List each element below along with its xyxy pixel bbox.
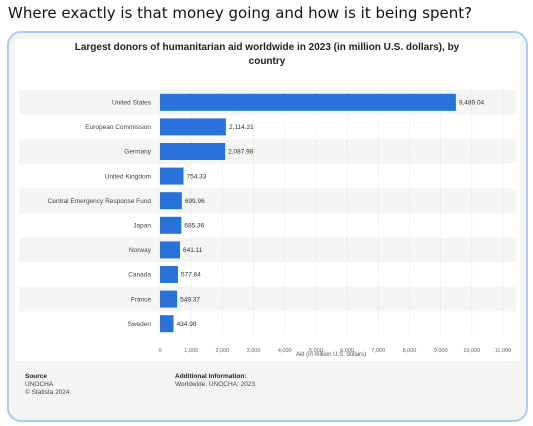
x-tick-label: 10,000 (463, 348, 480, 354)
category-label: Sweden (128, 321, 152, 328)
x-tick-label: 8,000 (403, 348, 417, 354)
bar (160, 266, 179, 283)
post-text: Where exactly is that money going and ho… (8, 4, 473, 22)
value-label: 577.84 (181, 272, 201, 279)
bar (160, 216, 182, 234)
value-label: 2,114.21 (229, 124, 254, 131)
source-block: Source UNOCHA © Statista 2024 (25, 373, 70, 397)
copyright-line: © Statista 2024 (25, 389, 70, 396)
bars-group (160, 93, 456, 333)
row-band (19, 188, 516, 213)
x-tick-label: 11,000 (495, 348, 511, 354)
value-label: 549.37 (180, 296, 200, 303)
additional-info-block: Additional Information: Worldwide; UNOCH… (175, 373, 255, 389)
category-label: Norway (129, 247, 152, 254)
chart-title-line-2: country (249, 56, 286, 67)
chart-title-line-1: Largest donors of humanitarian aid world… (75, 42, 460, 53)
bar (160, 118, 226, 136)
source-heading: Source (25, 373, 48, 380)
value-label: 685.36 (184, 223, 204, 230)
category-label: France (131, 296, 152, 303)
x-tick-label: 3,000 (247, 348, 261, 354)
value-label: 2,087.98 (228, 149, 254, 156)
bar (160, 290, 178, 308)
grid-lines (159, 90, 504, 336)
category-label: European Commission (85, 124, 151, 131)
bar-chart: Largest donors of humanitarian aid world… (15, 39, 520, 361)
value-label: 699.96 (185, 198, 205, 205)
value-label: 9,489.04 (459, 100, 485, 107)
x-tick-label: 6,000 (340, 348, 354, 354)
category-label: Germany (124, 149, 151, 156)
row-band (19, 139, 516, 164)
bar (160, 192, 182, 210)
category-label: Canada (128, 272, 151, 279)
source-line: UNOCHA (25, 381, 54, 388)
x-tick-label: 7,000 (371, 348, 385, 354)
x-tick-label: 4,000 (278, 348, 292, 354)
x-tick-label: 5,000 (309, 348, 323, 354)
x-tick-label: 2,000 (215, 348, 229, 354)
x-tick-label: 1,000 (184, 348, 198, 354)
bar (160, 315, 174, 333)
category-label: United Kingdom (105, 173, 151, 180)
row-band (19, 237, 516, 263)
chart-card[interactable]: Largest donors of humanitarian aid world… (7, 31, 528, 422)
bar (160, 93, 456, 111)
x-tick-label: 9,000 (434, 348, 448, 354)
category-label: Japan (133, 223, 151, 230)
value-label: 641.11 (183, 247, 203, 254)
value-label: 754.33 (187, 173, 207, 180)
bar (160, 167, 184, 185)
x-tick-label: 0 (158, 348, 161, 354)
category-labels: United States European Commission Germany U… (48, 100, 152, 328)
additional-info-heading: Additional Information: (175, 373, 247, 380)
row-band (19, 286, 516, 312)
x-axis-label: Aid (in million U.S. dollars) (296, 352, 366, 358)
category-label: Central Emergency Response Fund (48, 198, 152, 205)
category-label: United States (112, 100, 152, 107)
x-tick-labels: 0 1,000 2,000 3,000 4,000 5,000 6,000 7,000 8,00… (158, 348, 511, 354)
value-labels: 9,489.04 2,114.21 2,087.98 754.33 699.96 685.… (177, 100, 485, 328)
additional-info-line: Worldwide; UNOCHA; 2023 (175, 381, 256, 388)
value-label: 434.98 (177, 321, 197, 328)
bar (160, 241, 180, 259)
bar (160, 143, 226, 160)
